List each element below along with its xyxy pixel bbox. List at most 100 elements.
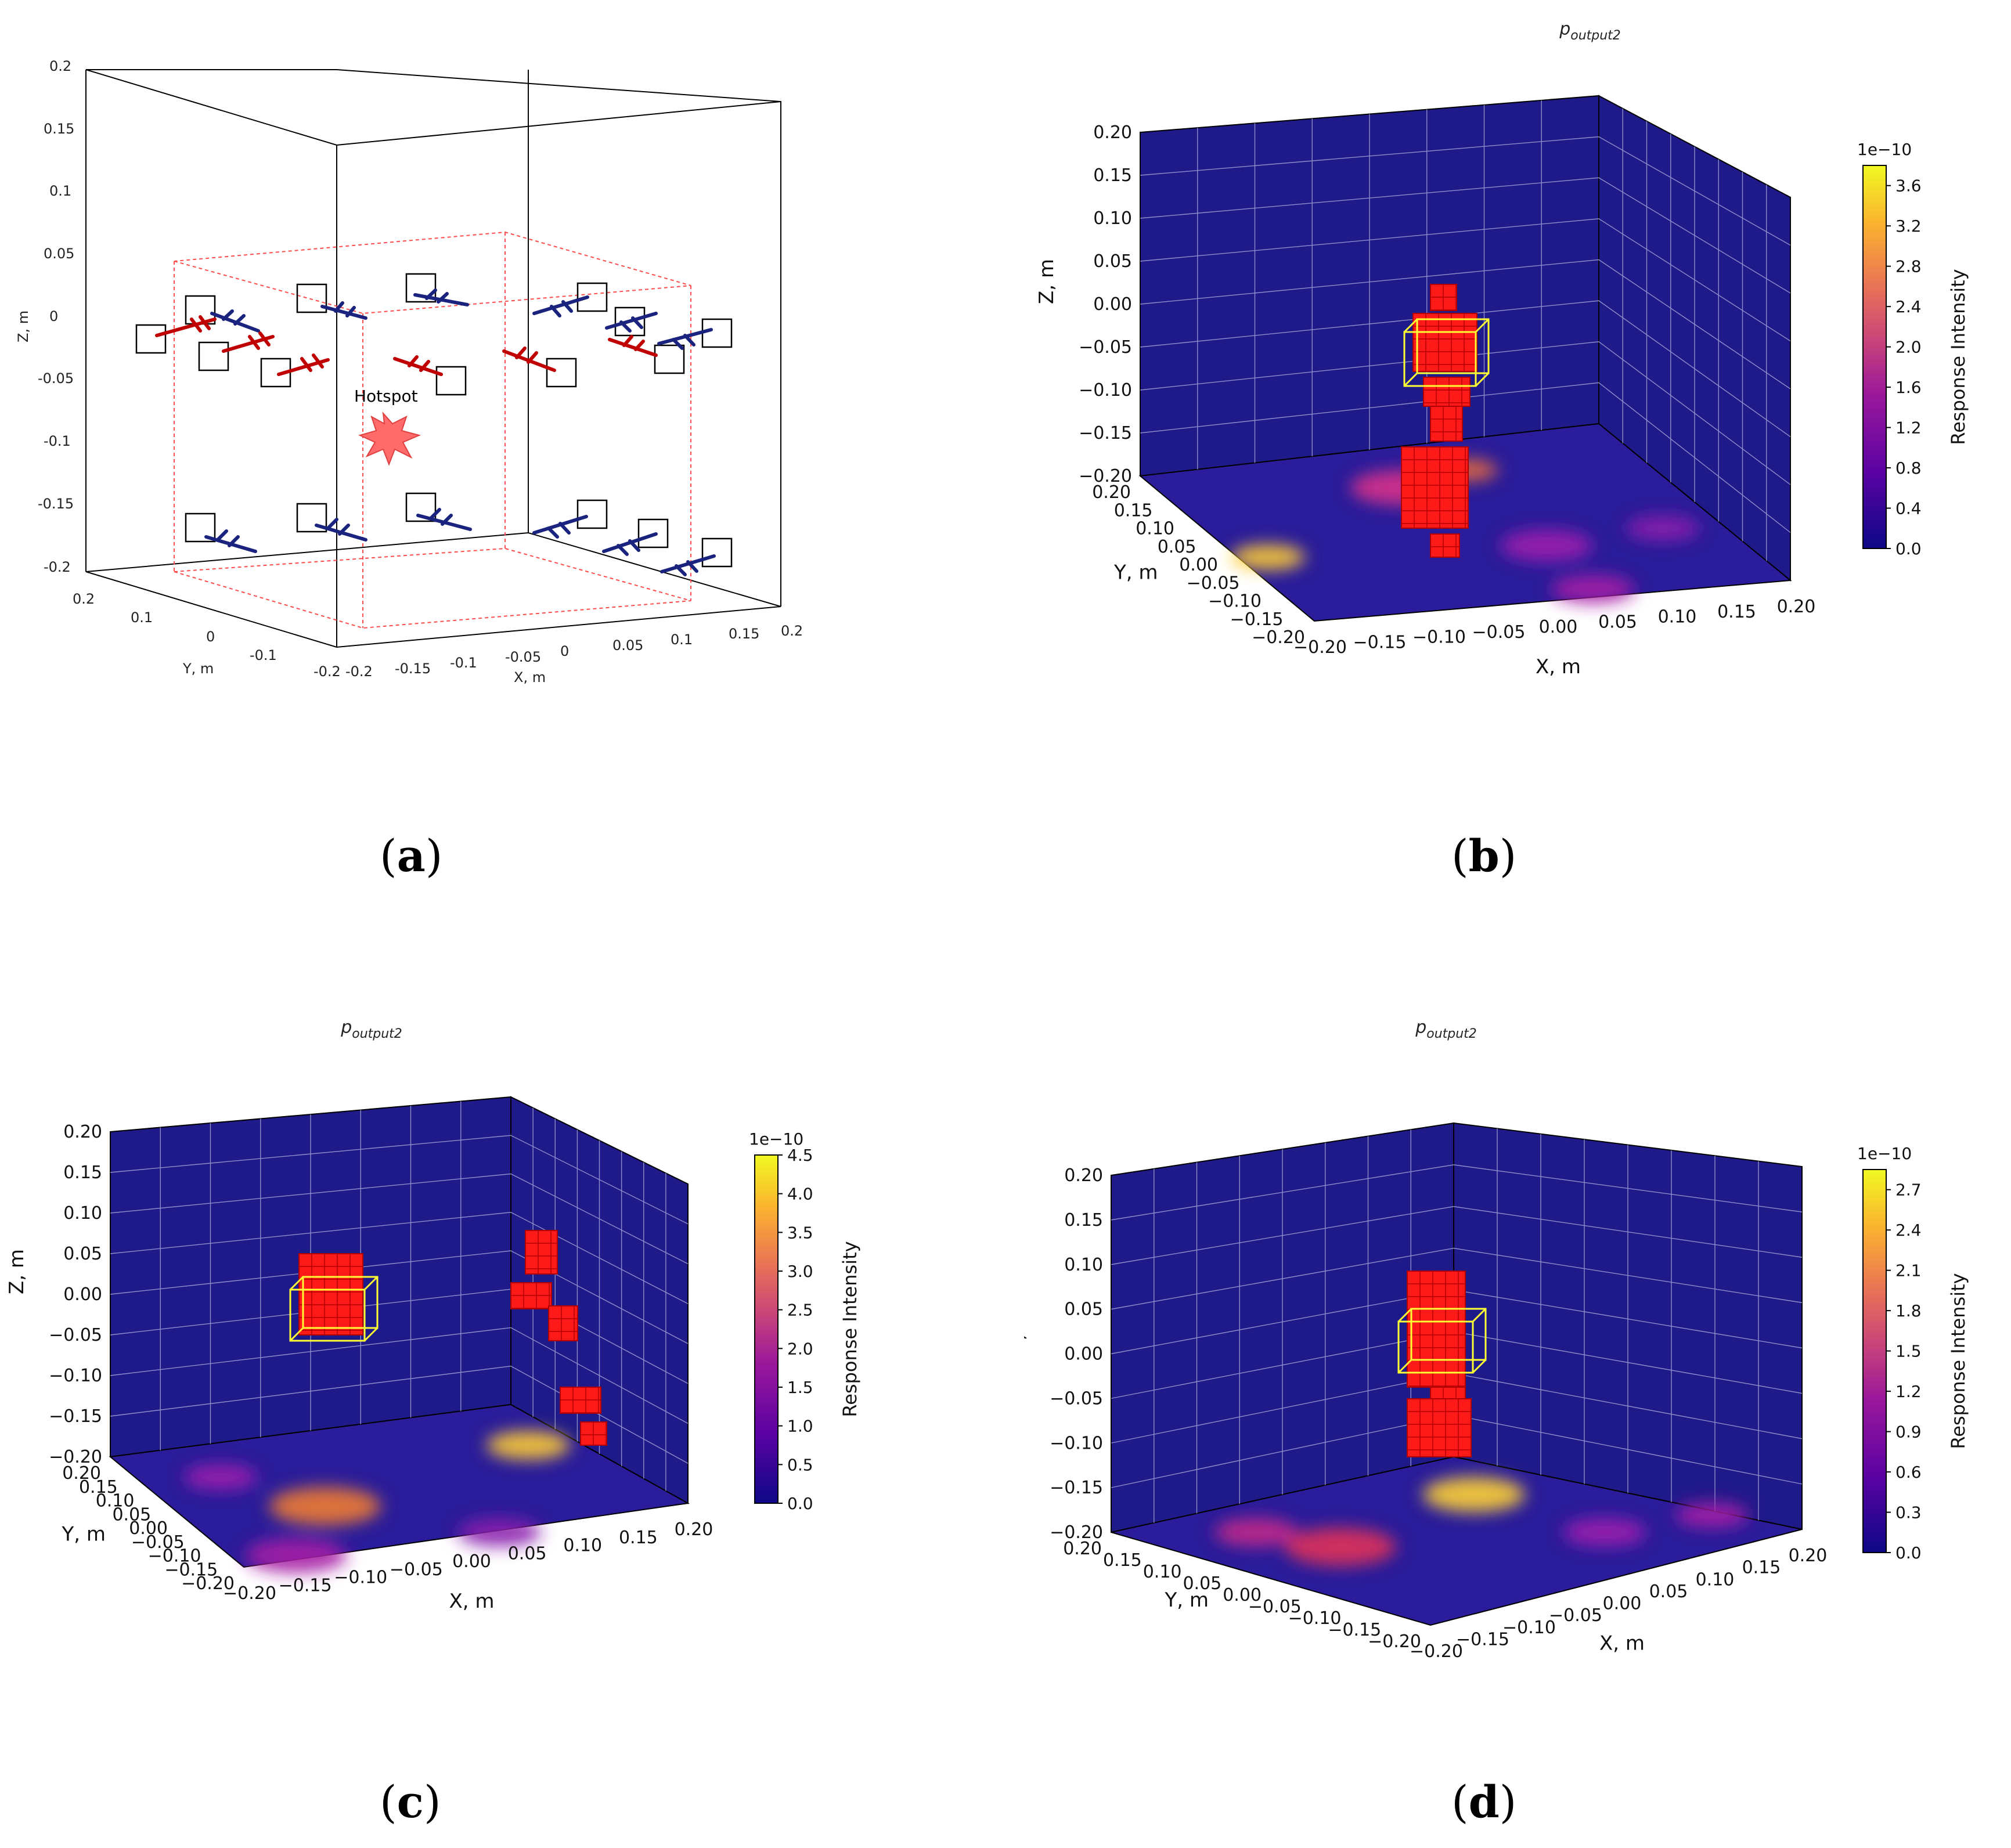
y-tick-label: 0.00 <box>1223 1585 1262 1605</box>
x-tick-label: −0.15 <box>1353 632 1407 652</box>
x-tick-label: −0.05 <box>390 1560 443 1580</box>
sensor-arrow-red <box>155 315 217 337</box>
panel-a-xlabel: X, m <box>514 669 546 685</box>
x-tick-label: 0.15 <box>619 1528 658 1548</box>
y-tick-label: 0.20 <box>1092 482 1131 503</box>
y-tick-label: −0.20 <box>1368 1632 1421 1652</box>
heat-blob <box>245 1537 347 1573</box>
zlabel: Z, m <box>1035 259 1058 304</box>
y-ticks: 0.200.150.100.050.00−0.05−0.10−0.15−0.20 <box>1063 1539 1421 1652</box>
y-tick-label: −0.20 <box>1252 627 1305 648</box>
title-main: p <box>1415 1017 1426 1038</box>
x-tick-label: -0.15 <box>395 660 431 677</box>
sensor-arrow-red <box>502 346 556 372</box>
sensor-arrow-red <box>277 353 330 376</box>
sensor-box <box>435 366 467 396</box>
colorbar-tick-label: 1.2 <box>1895 1382 1922 1401</box>
x-tick-label: −0.05 <box>1549 1605 1602 1626</box>
panel-a-ylabel: Y, m <box>182 660 214 677</box>
colorbar-tick-label: 0.5 <box>787 1455 813 1474</box>
colorbar-tick-label: 1.5 <box>1895 1342 1922 1361</box>
voxel <box>1401 446 1469 529</box>
heat-blob <box>1551 575 1635 604</box>
x-tick-label: −0.10 <box>1412 627 1466 648</box>
z-ticks: 0.20 0.15 0.10 0.05 0.00 −0.05 −0.10 −0.15 −0.20 <box>1079 122 1132 486</box>
panel-d-chart: 0.200.150.100.050.00−0.05−0.10−0.15−0.20… <box>1024 1017 1969 1662</box>
colorbar-exponent: 1e−10 <box>1857 140 1912 159</box>
y-tick-label: -0.1 <box>250 647 277 663</box>
x-tick-label: 0.00 <box>452 1551 491 1572</box>
colorbar-tick-label: 0.9 <box>1895 1423 1922 1442</box>
ylabel: Y, m <box>1165 1589 1209 1612</box>
colorbar-ticks: 0.0 0.4 0.8 1.2 1.6 2.0 2.4 2.8 3.2 3.6 <box>1886 176 1922 558</box>
sensor-box <box>576 499 608 529</box>
zlabel: Z, m <box>1024 1308 1029 1353</box>
zlabel: Z, m <box>5 1249 28 1294</box>
z-ticks: 0.20 0.15 0.10 0.05 0.00 −0.05 −0.10 −0.15 −0.20 <box>1050 1165 1103 1543</box>
panel-a-box <box>85 69 781 648</box>
y-tick-label: 0.10 <box>1136 519 1174 539</box>
sensor-box <box>198 341 229 371</box>
voxel <box>548 1305 578 1341</box>
x-tick-label: 0.10 <box>563 1536 602 1556</box>
sensor-arrow-blue <box>602 532 658 556</box>
floor-pane <box>1111 1456 1803 1626</box>
y-tick-label: 0.20 <box>62 1463 101 1484</box>
x-tick-label: 0.15 <box>1717 602 1756 622</box>
z-tick-label: 0.20 <box>1064 1165 1103 1186</box>
x-ticks: −0.20 −0.15−0.10 −0.05 0.00 0.05 0.10 0.15 0.20 <box>1293 597 1815 658</box>
z-tick-label: 0.20 <box>63 1122 102 1142</box>
x-tick-label: -0.05 <box>505 649 541 665</box>
panel-label-a: (a) <box>380 830 443 882</box>
x-tick-label: −0.05 <box>1472 622 1526 643</box>
highlight-face <box>289 1288 366 1342</box>
colorbar-tick-label: 4.5 <box>787 1146 813 1165</box>
x-tick-label: −0.20 <box>1410 1641 1463 1662</box>
panel-a-sensors-bottom <box>185 492 733 568</box>
z-tick-label: 0.05 <box>44 246 74 262</box>
x-tick-label: −0.15 <box>1456 1629 1509 1650</box>
sensor-arrow-blue <box>657 328 713 350</box>
heat-blob <box>183 1464 258 1490</box>
z-tick-label: −0.10 <box>1050 1433 1103 1453</box>
colorbar-tick-label: 2.4 <box>1895 1221 1922 1240</box>
voxel <box>1407 1270 1466 1388</box>
x-tick-label: −0.15 <box>279 1575 332 1596</box>
z-tick-label: 0.1 <box>49 183 71 199</box>
colorbar-exponent: 1e−10 <box>1857 1144 1912 1163</box>
x-tick-label: 0.15 <box>1742 1558 1781 1578</box>
panel-label-b: (b) <box>1451 830 1517 882</box>
colorbar-ticks: 0.0 0.3 0.6 0.9 1.2 1.5 1.8 2.1 2.4 2.7 <box>1886 1181 1922 1562</box>
sensor-arrow-red <box>222 331 275 353</box>
highlight-face <box>1397 1320 1474 1374</box>
highlight-edge <box>289 1276 379 1342</box>
gridline-z <box>110 1366 689 1464</box>
voxel-group <box>298 1230 607 1446</box>
sensor-arrow-red <box>608 335 658 357</box>
z-tick-label: −0.05 <box>1079 337 1132 358</box>
sensor-arrow-blue <box>532 515 588 539</box>
y-tick-label: 0.15 <box>79 1477 118 1497</box>
title-subscript: output2 <box>1570 28 1621 43</box>
y-tick-label: 0.05 <box>1183 1573 1221 1594</box>
colorbar-tick-label: 3.5 <box>787 1223 813 1242</box>
hotspot-star-icon <box>358 411 421 466</box>
z-tick-label: -0.15 <box>38 496 74 512</box>
highlight-box <box>1403 318 1490 387</box>
colorbar-tick-label: 1.0 <box>787 1417 813 1436</box>
z-tick-label: 0.05 <box>1093 251 1132 272</box>
colorbar <box>1862 165 1887 549</box>
y-tick-label: −0.10 <box>148 1546 201 1567</box>
panel-label-d: (d) <box>1451 1776 1517 1828</box>
heat-blob <box>486 1431 570 1460</box>
z-tick-label: -0.05 <box>38 370 74 387</box>
heat-blob <box>1675 1502 1749 1528</box>
y-tick-label: 0.05 <box>1158 537 1196 557</box>
y-tick-label: −0.20 <box>181 1573 235 1594</box>
z-tick-label: −0.20 <box>1050 1522 1103 1543</box>
colorbar <box>754 1154 779 1504</box>
z-tick-label: −0.10 <box>1079 380 1132 400</box>
y-tick-label: −0.10 <box>1288 1608 1342 1629</box>
gridline-z <box>1140 177 1791 294</box>
z-tick-label: −0.20 <box>49 1447 102 1467</box>
